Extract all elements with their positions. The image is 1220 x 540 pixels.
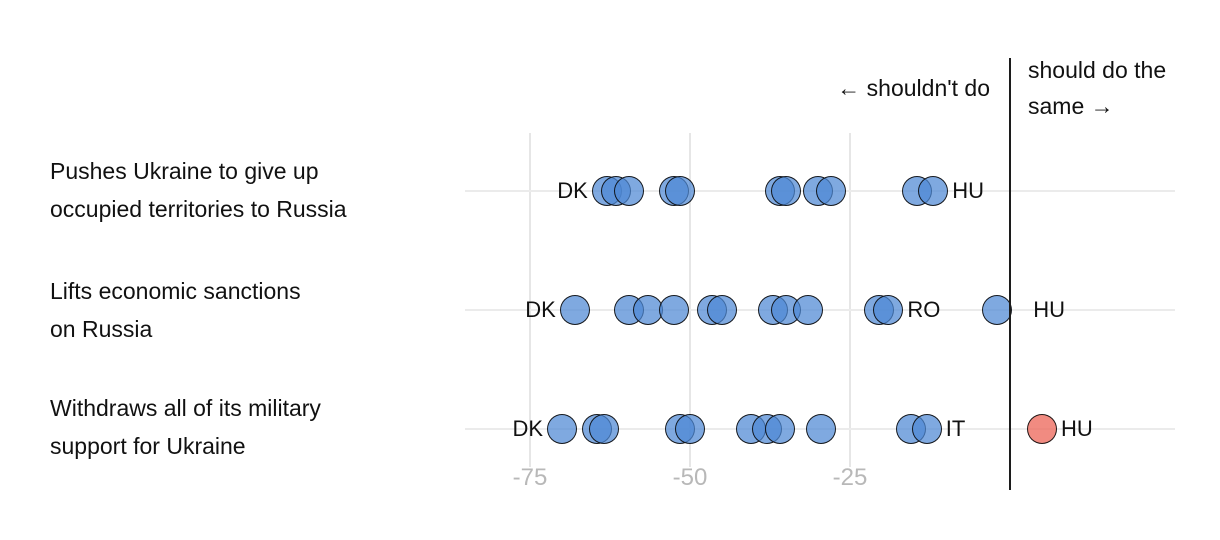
row-label-line: occupied territories to Russia xyxy=(50,196,347,222)
axis-annotation-shouldnt-do: ← shouldn't do xyxy=(837,75,990,101)
data-point-dot xyxy=(614,176,645,206)
data-point-dot xyxy=(764,414,795,444)
gridline-minus-50 xyxy=(689,133,691,467)
row-label-pushes-ukraine: Pushes Ukraine to give up occupied terri… xyxy=(50,152,347,228)
data-point-dot-ro xyxy=(873,295,904,325)
country-label-it: IT xyxy=(945,416,966,441)
row-label-lifts-sanctions: Lifts economic sanctions on Russia xyxy=(50,272,301,348)
country-label-hu: HU xyxy=(1061,416,1093,441)
data-point-dot xyxy=(806,414,837,444)
x-tick-label: -50 xyxy=(672,464,708,491)
gridline-minus-75 xyxy=(529,133,531,467)
zero-axis-line xyxy=(1009,58,1011,490)
data-point-dot-hu xyxy=(918,176,949,206)
row-label-line: Withdraws all of its military xyxy=(50,395,321,421)
x-tick-label: -25 xyxy=(832,464,868,491)
data-point-dot-dk xyxy=(547,414,577,444)
data-point-dot xyxy=(815,176,846,206)
x-tick-label: -75 xyxy=(512,464,548,491)
gridline-minus-25 xyxy=(849,133,851,467)
data-point-dot xyxy=(665,176,696,206)
country-label-hu: HU xyxy=(952,178,984,203)
row-label-withdraws-support: Withdraws all of its military support fo… xyxy=(50,389,321,465)
data-point-dot xyxy=(588,414,619,444)
country-label-dk: DK xyxy=(512,416,543,441)
country-label-dk: DK xyxy=(557,178,588,203)
axis-annotation-should-do-same: should do the same → xyxy=(1028,52,1166,124)
data-point-dot xyxy=(675,414,705,444)
data-point-dot xyxy=(633,295,664,325)
row-label-line: on Russia xyxy=(50,316,153,342)
data-point-dot-dk xyxy=(559,295,590,325)
row-label-line: Pushes Ukraine to give up xyxy=(50,158,319,184)
annotation-line: should do the xyxy=(1028,57,1167,83)
row-label-line: Lifts economic sanctions xyxy=(50,278,301,304)
row-label-line: support for Ukraine xyxy=(50,433,246,459)
data-point-dot xyxy=(793,295,824,325)
country-label-dk: DK xyxy=(525,297,556,322)
country-label-ro: RO xyxy=(907,297,941,322)
data-point-dot xyxy=(771,176,801,206)
data-point-dot-hu xyxy=(982,295,1013,325)
data-point-dot-it xyxy=(911,414,942,444)
data-point-dot xyxy=(659,295,689,325)
data-point-dot-hu xyxy=(1027,414,1057,444)
data-point-dot xyxy=(707,295,737,325)
annotation-line: same → xyxy=(1028,93,1114,119)
country-label-hu: HU xyxy=(1033,297,1065,322)
